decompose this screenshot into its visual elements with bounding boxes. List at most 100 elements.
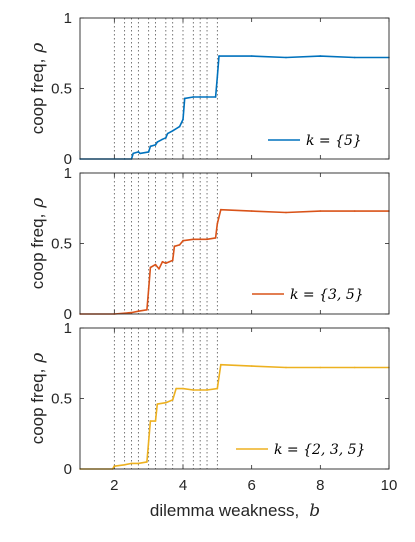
data-point-bottom-0-20 [250,365,253,367]
y-tick-label-bottom-2: 1 [64,320,72,337]
y-tick-label-top-0: 0 [64,151,72,168]
y-axis-label-text: coop freq, [28,214,47,290]
y-tick-label-bottom-1: 0.5 [51,391,72,408]
data-point-top-0-14 [178,125,181,128]
data-point-middle-0-5 [147,287,150,290]
data-point-top-0-9 [156,141,159,143]
data-point-bottom-0-19 [219,363,222,366]
legend-label-top: k = {5} [306,133,362,149]
x-tick-label-1: 4 [179,477,187,494]
data-point-bottom-0-21 [285,366,287,369]
data-point-bottom-0-3 [123,463,126,466]
legend-label-middle: k = {3, 5} [290,287,364,303]
axes-box-middle [79,172,390,315]
data-point-middle-0-15 [192,238,195,241]
data-point-middle-0-20 [219,208,222,211]
y-axis-label-middle: coop freq, ρ [28,198,48,290]
data-point-bottom-0-12 [171,399,174,401]
data-point-middle-0-4 [146,308,148,311]
data-point-top-0-20 [214,96,217,98]
x-axis-label: dilemma weakness, b [150,501,320,521]
series-line-middle-0 [80,208,389,315]
y-axis-label-symbol: ρ [28,43,48,54]
y-axis-label-text: coop freq, [28,59,47,135]
data-point-middle-0-22 [285,211,287,214]
data-point-top-0-26 [353,56,356,59]
axes-box-top [79,17,390,160]
data-point-bottom-0-15 [192,389,195,391]
data-point-middle-0-7 [154,263,157,266]
x-tick-label-2: 6 [247,477,255,494]
data-point-top-0-13 [171,129,174,132]
data-point-top-0-23 [250,55,253,57]
data-point-bottom-0-10 [156,403,159,406]
data-point-top-0-3 [132,152,135,155]
x-tick-label-0: 2 [110,477,118,494]
data-point-bottom-0-6 [146,461,148,463]
series-line-top-0 [80,55,389,160]
data-point-middle-0-12 [173,245,176,248]
y-tick-label-bottom-0: 0 [64,461,72,478]
data-point-middle-0-14 [182,239,184,242]
data-point-bottom-0-17 [206,389,208,391]
data-point-top-0-19 [206,96,208,98]
x-axis-label-text: dilemma weakness, [150,501,299,520]
data-point-top-0-6 [147,151,150,153]
data-point-top-0-17 [192,96,195,98]
axes-box-bottom [79,327,390,470]
data-point-top-0-12 [166,132,169,135]
data-point-bottom-0-8 [149,420,152,422]
data-point-middle-0-13 [178,244,181,246]
data-point-bottom-0-18 [216,387,219,390]
y-tick-label-top-2: 1 [64,10,72,27]
data-point-bottom-0-13 [175,387,178,390]
data-point-bottom-0-14 [182,387,184,390]
data-point-top-0-24 [285,56,287,59]
x-axis-label-symbol: b [309,501,320,521]
data-point-middle-0-6 [149,266,152,269]
data-point-top-0-5 [139,152,141,155]
data-point-top-0-10 [161,138,164,141]
y-axis-label-bottom: coop freq, ρ [28,353,48,445]
data-point-bottom-0-5 [137,462,140,465]
data-point-top-0-22 [218,55,220,57]
data-point-middle-0-8 [158,267,160,270]
y-tick-label-top-1: 0.5 [51,81,72,98]
data-point-top-0-4 [137,151,140,153]
data-point-bottom-0-11 [164,401,167,404]
data-point-middle-0-2 [130,311,133,314]
data-point-top-0-7 [149,145,152,148]
data-point-top-0-21 [216,76,219,79]
data-point-top-0-18 [199,96,202,98]
data-point-bottom-0-7 [147,439,150,442]
data-point-top-0-25 [319,55,322,57]
data-point-top-0-8 [154,144,157,146]
data-point-bottom-0-4 [130,462,133,465]
data-point-middle-0-21 [250,210,253,212]
x-tick-label-4: 10 [381,477,398,494]
data-point-bottom-0-23 [353,366,356,369]
data-point-top-0-15 [182,118,184,121]
data-point-top-0-16 [183,97,186,100]
data-point-middle-0-23 [319,210,322,212]
data-point-middle-0-18 [214,236,217,239]
data-point-middle-0-9 [161,260,164,263]
x-tick-label-3: 8 [316,477,324,494]
data-point-middle-0-17 [206,238,208,241]
y-tick-label-middle-1: 0.5 [51,236,72,253]
y-axis-label-symbol: ρ [28,353,48,364]
y-axis-label-top: coop freq, ρ [28,43,48,135]
data-point-bottom-0-16 [199,389,202,391]
data-point-bottom-0-9 [154,420,157,422]
data-point-middle-0-11 [171,259,174,262]
data-point-middle-0-19 [216,222,219,225]
legend-label-bottom: k = {2, 3, 5} [274,442,365,458]
data-point-middle-0-24 [353,210,356,212]
data-point-middle-0-16 [199,238,202,241]
data-point-middle-0-3 [137,310,140,313]
y-tick-label-middle-0: 0 [64,306,72,323]
data-point-top-0-11 [164,136,167,139]
y-tick-label-middle-2: 1 [64,165,72,182]
data-point-bottom-0-22 [319,366,322,369]
